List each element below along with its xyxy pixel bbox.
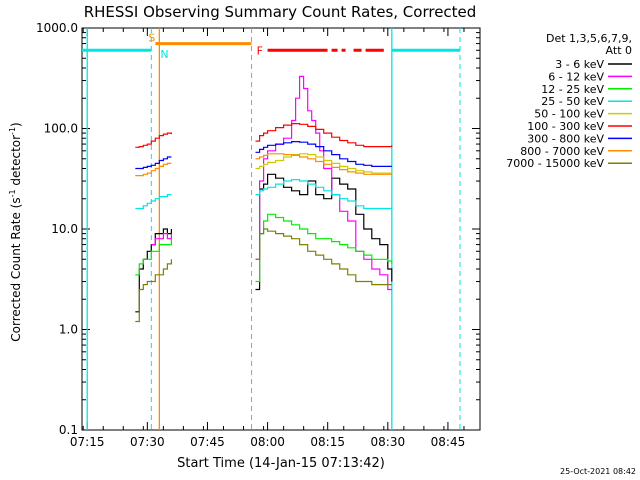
y-axis-label-main: Corrected Count Rate (s — [9, 197, 23, 341]
x-tick-label: 07:30 — [130, 435, 165, 449]
y-tick-label: 100.0 — [44, 122, 78, 136]
y-axis-label-sup2: -1 — [8, 127, 17, 135]
series-line-2 — [135, 213, 393, 283]
series-line-5 — [135, 123, 393, 148]
legend-header-attenuator: Att 0 — [606, 44, 632, 57]
x-tick-label: 08:30 — [371, 435, 406, 449]
series-line-3 — [135, 179, 392, 210]
footer-date: 25-Oct-2021 08:42 — [560, 467, 636, 476]
marker-s: S — [148, 32, 155, 45]
series-line-0 — [135, 173, 393, 313]
y-axis-label-mid: detector — [9, 135, 23, 190]
legend-label-1: 6 - 12 keV — [548, 70, 604, 83]
series-line-8 — [135, 228, 392, 323]
y-axis-label: Corrected Count Rate (s-1 detector-1) — [8, 122, 23, 341]
series-line-1 — [151, 75, 392, 291]
legend-label-2: 12 - 25 keV — [541, 83, 604, 96]
legend-label-0: 3 - 6 keV — [555, 58, 604, 71]
plot-frame — [81, 27, 481, 431]
y-axis-label-sup1: -1 — [8, 189, 17, 197]
instrument-state-markers: SN F — [82, 28, 461, 430]
chart-title-group: RHESSI Observing Summary Count Rates, Co… — [84, 3, 477, 21]
y-tick-labels: 0.1 1.0 10.0 100.0 1000.0 — [36, 21, 78, 437]
x-axis-label: Start Time (14-Jan-15 07:13:42) — [177, 456, 385, 471]
chart-title: RHESSI Observing Summary Count Rates, Co… — [84, 3, 477, 21]
y-tick-label: 1.0 — [59, 323, 78, 337]
series-line-6 — [135, 141, 392, 170]
marker-f: F — [257, 44, 263, 57]
y-tick-label: 0.1 — [59, 423, 78, 437]
legend-label-6: 300 - 800 keV — [527, 132, 604, 145]
legend-label-7: 800 - 7000 keV — [520, 145, 604, 158]
x-tick-label: 08:15 — [310, 435, 345, 449]
x-tick-label: 08:45 — [431, 435, 466, 449]
x-tick-label: 07:15 — [70, 435, 105, 449]
legend-label-4: 50 - 100 keV — [534, 108, 604, 121]
x-tick-labels: 07:15 07:30 07:45 08:00 08:15 08:30 08:45 — [70, 435, 465, 449]
legend-label-3: 25 - 50 keV — [541, 95, 604, 108]
series-line-4 — [255, 153, 392, 174]
axis-ticks — [82, 27, 480, 431]
x-tick-label: 08:00 — [250, 435, 285, 449]
x-tick-label: 07:45 — [190, 435, 225, 449]
marker-n: N — [160, 48, 168, 61]
series-line-7 — [135, 153, 393, 177]
legend-label-8: 7000 - 15000 keV — [506, 157, 604, 170]
legend-header-detectors: Det 1,3,5,6,7,9, — [546, 32, 632, 45]
legend-label-5: 100 - 300 keV — [527, 120, 604, 133]
y-tick-label: 1000.0 — [36, 21, 78, 35]
y-tick-label: 10.0 — [51, 222, 78, 236]
series-layer — [135, 75, 393, 323]
y-axis-label-end: ) — [9, 122, 23, 127]
